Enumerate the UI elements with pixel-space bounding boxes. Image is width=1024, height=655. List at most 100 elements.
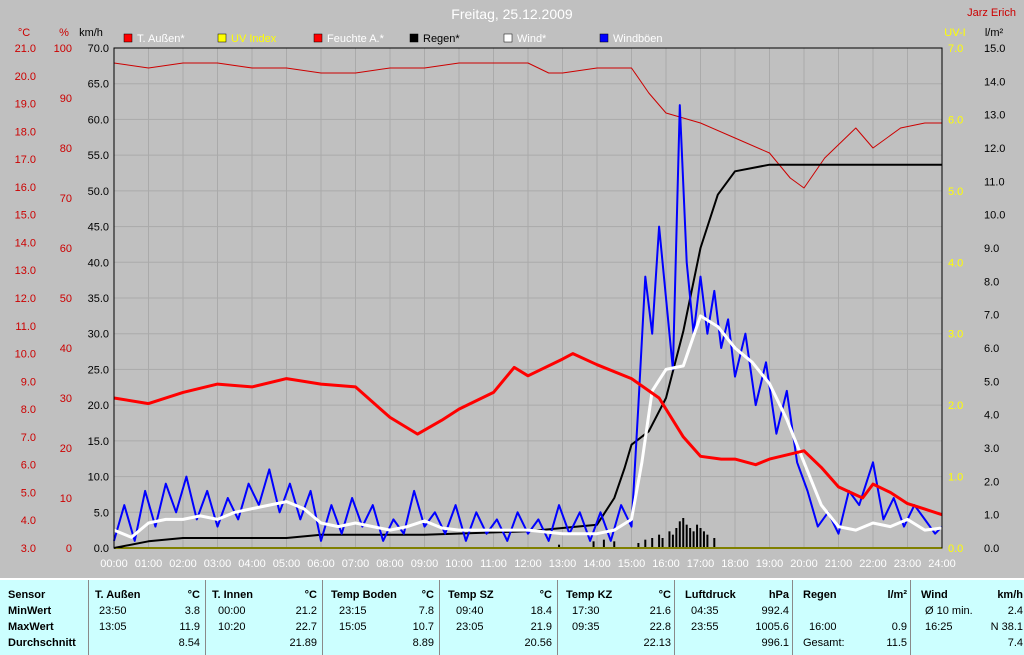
col-name: T. Innen: [212, 589, 253, 601]
rain-bar: [696, 524, 699, 548]
min-time: 09:40: [456, 605, 484, 617]
row-label-sensor: Sensor: [8, 589, 46, 601]
row-label-min: MinWert: [8, 605, 52, 617]
col-name: Wind: [921, 589, 948, 601]
max-time: 16:00: [809, 621, 837, 633]
temp-tick-label: 17.0: [15, 154, 36, 166]
x-tick-label: 12:00: [514, 558, 542, 570]
col-temp-kz: Temp KZ °C 17:30 21.6 09:35 22.8 22.13: [557, 580, 675, 655]
axis-tick-labels: 00:00 01:00 02:00 03:00 04:00 05:00 06:00 07:00…: [15, 43, 1006, 570]
min-value: 7.8: [418, 605, 434, 617]
temp-tick-label: 8.0: [21, 404, 36, 416]
wind-tick-label: 60.0: [88, 114, 109, 126]
uv-tick-label: 6.0: [948, 114, 963, 126]
legend-swatch: [123, 33, 133, 43]
col-temp-sz: Temp SZ °C 09:40 18.4 23:05 21.9 20.56: [439, 580, 558, 655]
author-label: Jarz Erich: [967, 7, 1016, 19]
wind-tick-label: 55.0: [88, 150, 109, 162]
col-name: Temp KZ: [566, 589, 613, 601]
avg-value: 7.4: [1007, 637, 1023, 649]
rain-bar: [692, 531, 695, 548]
max-value: 0.9: [891, 621, 907, 633]
max-time: 23:05: [456, 621, 484, 633]
series-line-temp: [113, 352, 943, 517]
x-tick-label: 00:00: [100, 558, 128, 570]
rain-tick-label: 13.0: [984, 110, 1005, 122]
temp-tick-label: 5.0: [21, 487, 36, 499]
min-value: 992.4: [761, 605, 789, 617]
rain-bar: [685, 524, 688, 548]
uv-tick-label: 2.0: [948, 400, 963, 412]
x-tick-label: 13:00: [549, 558, 577, 570]
min-value: 18.4: [530, 605, 552, 617]
col-unit: °C: [421, 589, 434, 601]
rain-bar: [637, 543, 640, 548]
rain-tick-label: 6.0: [984, 343, 999, 355]
max-value: 1005.6: [755, 621, 789, 633]
rain-bar: [558, 544, 561, 548]
max-value: 10.7: [412, 621, 434, 633]
min-time: 23:15: [339, 605, 367, 617]
wind-tick-label: 5.0: [94, 507, 109, 519]
col-name: Regen: [803, 589, 837, 601]
col-luftdruck: Luftdruck hPa 04:35 992.4 23:55 1005.6 9…: [674, 580, 793, 655]
x-tick-label: 11:00: [480, 558, 507, 570]
col-name: T. Außen: [95, 589, 141, 601]
col-unit: °C: [187, 589, 200, 601]
humidity-tick-label: 30: [60, 393, 72, 405]
rain-tick-label: 14.0: [984, 76, 1005, 88]
x-tick-label: 24:00: [928, 558, 956, 570]
x-tick-label: 05:00: [273, 558, 301, 570]
legend-swatch: [503, 33, 513, 43]
wind-tick-label: 30.0: [88, 329, 109, 341]
wind-tick-label: 25.0: [88, 364, 109, 376]
legend-swatch: [599, 33, 609, 43]
avg-value: 8.89: [412, 637, 434, 649]
row-label-avg: Durchschnitt: [8, 637, 76, 649]
legend-label: Regen*: [423, 33, 460, 45]
avg10-value: 2.4: [1007, 605, 1023, 617]
rain-tick-label: 7.0: [984, 310, 999, 322]
min-time: 17:30: [572, 605, 600, 617]
x-tick-label: 20:00: [790, 558, 818, 570]
weather-chart: Freitag, 25.12.2009 Jarz Erich °C % km/h…: [14, 6, 1016, 570]
temp-tick-label: 18.0: [15, 126, 36, 138]
rain-tick-label: 9.0: [984, 243, 999, 255]
rain-axis-unit: l/m²: [985, 27, 1004, 39]
avg10-label: Ø 10 min.: [925, 605, 973, 617]
min-value: 3.8: [184, 605, 200, 617]
x-tick-label: 04:00: [238, 558, 266, 570]
rain-tick-label: 2.0: [984, 476, 999, 488]
rain-bar: [682, 518, 685, 548]
rain-bar: [658, 534, 661, 548]
x-tick-label: 01:00: [135, 558, 163, 570]
rain-bar: [651, 538, 654, 548]
max-value: 21.9: [530, 621, 552, 633]
humidity-tick-label: 70: [60, 193, 72, 205]
uv-tick-label: 1.0: [948, 472, 963, 484]
x-tick-label: 22:00: [859, 558, 887, 570]
rain-bar: [689, 528, 692, 548]
humidity-tick-label: 80: [60, 143, 72, 155]
humidity-tick-label: 60: [60, 243, 72, 255]
legend-label: Windböen: [613, 33, 663, 45]
wind-tick-label: 35.0: [88, 293, 109, 305]
legend-swatch: [409, 33, 419, 43]
humidity-tick-label: 20: [60, 443, 72, 455]
row-label-column: Sensor MinWert MaxWert Durchschnitt: [0, 580, 88, 655]
rain-tick-label: 1.0: [984, 510, 999, 522]
rain-tick-label: 11.0: [984, 176, 1005, 188]
chart-title: Freitag, 25.12.2009: [451, 6, 573, 22]
rain-bar: [713, 538, 716, 548]
wind-tick-label: 20.0: [88, 400, 109, 412]
row-label-max: MaxWert: [8, 621, 54, 633]
rain-bar: [668, 531, 671, 548]
rain-bar: [706, 534, 709, 548]
x-tick-label: 09:00: [411, 558, 439, 570]
col-name: Temp SZ: [448, 589, 494, 601]
legend-label: Feuchte A.*: [327, 33, 385, 45]
legend-label: Wind*: [517, 33, 547, 45]
plot-frame: [113, 47, 943, 549]
uv-tick-label: 3.0: [948, 329, 963, 341]
min-value: 21.6: [649, 605, 671, 617]
